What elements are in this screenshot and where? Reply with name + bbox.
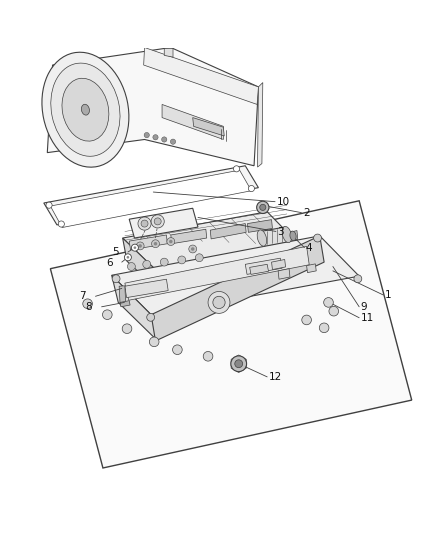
Circle shape [154,242,157,246]
Polygon shape [120,301,130,307]
Text: 8: 8 [85,302,92,312]
Circle shape [149,337,159,346]
Circle shape [231,356,247,372]
Circle shape [195,254,203,262]
Polygon shape [144,47,258,104]
Circle shape [173,345,182,354]
Circle shape [122,324,132,334]
Text: 3: 3 [277,227,284,237]
Polygon shape [289,231,298,242]
Circle shape [354,275,362,282]
Circle shape [178,256,186,264]
Polygon shape [44,166,258,225]
Polygon shape [125,279,168,297]
Polygon shape [119,286,126,303]
Circle shape [170,139,176,144]
Ellipse shape [81,104,89,115]
Ellipse shape [290,231,296,240]
Circle shape [144,133,149,138]
Circle shape [127,256,129,259]
Text: 12: 12 [268,373,282,382]
Circle shape [248,185,254,191]
Text: 7: 7 [79,291,86,301]
Polygon shape [164,49,173,57]
Circle shape [169,240,173,243]
Polygon shape [123,238,161,293]
Circle shape [46,202,52,208]
Circle shape [257,201,269,214]
Circle shape [151,215,164,228]
Polygon shape [171,229,207,244]
Circle shape [235,360,243,368]
Polygon shape [50,201,412,468]
Circle shape [112,275,120,282]
Ellipse shape [51,63,120,156]
Polygon shape [112,236,359,314]
Circle shape [189,245,197,253]
Text: 10: 10 [277,197,290,207]
Polygon shape [47,47,258,166]
Circle shape [131,244,138,251]
Text: 4: 4 [306,243,312,253]
Circle shape [143,260,151,268]
Polygon shape [125,246,309,300]
Circle shape [319,323,329,333]
Circle shape [314,234,321,242]
Polygon shape [162,104,223,140]
Circle shape [152,240,159,248]
Circle shape [138,217,151,230]
Polygon shape [129,208,198,238]
Polygon shape [210,223,246,239]
Text: 5: 5 [113,247,119,257]
Circle shape [154,218,161,225]
Polygon shape [50,170,251,228]
Polygon shape [129,235,167,250]
Circle shape [124,254,131,261]
Text: 1: 1 [385,290,391,300]
Polygon shape [278,269,290,279]
Ellipse shape [282,227,292,243]
Polygon shape [250,264,268,274]
Polygon shape [123,212,300,271]
Circle shape [213,296,225,309]
Circle shape [136,242,144,250]
Polygon shape [157,246,304,293]
Circle shape [260,204,266,211]
Polygon shape [261,227,288,247]
Text: 9: 9 [360,302,367,312]
Polygon shape [112,275,158,341]
Text: 6: 6 [106,257,113,268]
Polygon shape [247,220,272,232]
Circle shape [160,258,168,266]
Circle shape [153,135,158,140]
Circle shape [324,297,333,307]
Circle shape [167,238,175,246]
Polygon shape [245,258,282,274]
Circle shape [162,137,167,142]
Circle shape [127,263,135,270]
Polygon shape [307,264,316,273]
Circle shape [203,351,213,361]
Text: 11: 11 [360,313,374,323]
Circle shape [302,315,311,325]
Circle shape [147,313,155,321]
Circle shape [83,299,92,309]
Polygon shape [272,260,286,270]
Circle shape [138,244,142,248]
Circle shape [329,306,339,316]
Polygon shape [258,83,263,167]
Polygon shape [193,118,224,136]
Text: 2: 2 [303,208,310,218]
Circle shape [58,221,64,227]
Circle shape [141,220,148,227]
Circle shape [102,310,112,319]
Circle shape [134,246,136,249]
Circle shape [208,292,230,313]
Circle shape [233,166,240,172]
Ellipse shape [257,230,267,246]
Ellipse shape [62,78,109,141]
Circle shape [191,247,194,251]
Ellipse shape [42,52,129,167]
Polygon shape [151,236,324,341]
